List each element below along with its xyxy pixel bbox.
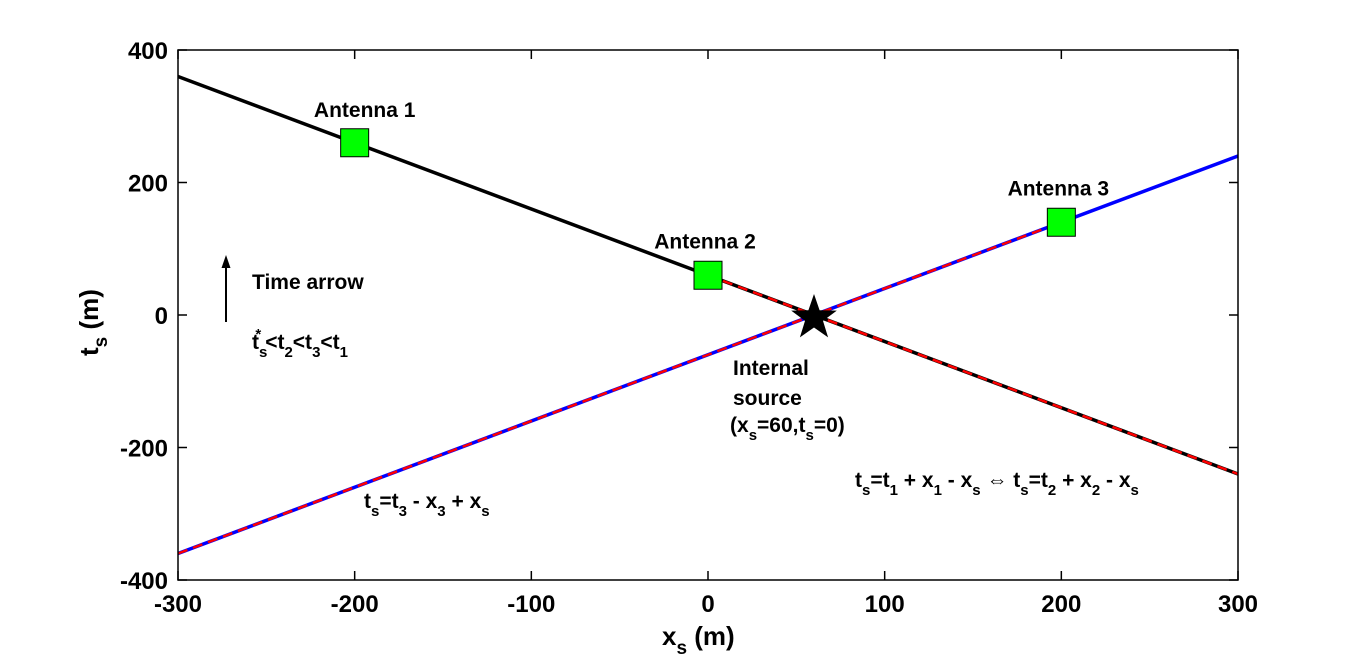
source-label-line-2: source bbox=[733, 387, 802, 410]
y-tick-label: 0 bbox=[155, 303, 168, 330]
source-star-marker bbox=[791, 294, 837, 338]
x-tick-label: 300 bbox=[1218, 591, 1258, 618]
series-line-3 bbox=[707, 274, 1239, 476]
y-tick-label: 200 bbox=[128, 171, 168, 198]
y-axis-label: ts (m) bbox=[74, 289, 112, 356]
x-tick-label: 100 bbox=[865, 591, 905, 618]
antenna-3-label: Antenna 3 bbox=[1008, 177, 1110, 200]
x-tick-label: 200 bbox=[1041, 591, 1081, 618]
time-order-relation: ts* <t2<t3<t1 bbox=[252, 326, 348, 361]
markers: Antenna 1 Antenna 2 Antenna 3 bbox=[314, 99, 1109, 338]
antenna-1-label: Antenna 1 bbox=[314, 99, 416, 122]
y-tick-label: -400 bbox=[120, 568, 168, 595]
source-label-line-1: Internal bbox=[733, 357, 809, 380]
series-line-4 bbox=[177, 221, 1062, 555]
time-arrow-annotation: Time arrow ts* <t2<t3<t1 bbox=[221, 255, 364, 361]
time-arrow-head bbox=[221, 255, 231, 268]
x-tick-label: -100 bbox=[507, 591, 555, 618]
antenna-1-marker bbox=[340, 128, 370, 158]
y-tick-label: -200 bbox=[120, 436, 168, 463]
equation-antenna-3: ts=t3 - x3 + xs bbox=[364, 490, 490, 520]
antenna-3-marker bbox=[1046, 207, 1076, 237]
source-annotation: Internal source (xs=60,ts=0) bbox=[730, 357, 845, 444]
y-tick-label: 400 bbox=[128, 38, 168, 65]
x-tick-label: -300 bbox=[154, 591, 202, 618]
equation-antennas-1-2: ts=t1 + x1 - xs ⇔ ts=t2 + x2 - xs bbox=[855, 469, 1139, 499]
antenna-2-label: Antenna 2 bbox=[654, 230, 756, 253]
time-arrow-label: Time arrow bbox=[252, 271, 364, 294]
antenna-2-marker bbox=[693, 260, 723, 290]
source-label-coords: (xs=60,ts=0) bbox=[730, 414, 845, 444]
tick-labels: -300 -200 -100 0 100 200 300 -400 -200 0 200 400 bbox=[120, 38, 1258, 618]
plot-frame bbox=[177, 49, 1239, 581]
x-axis-label: xs (m) bbox=[662, 621, 735, 659]
x-tick-label: -200 bbox=[331, 591, 379, 618]
axes-frame bbox=[177, 49, 1239, 581]
x-tick-label: 0 bbox=[701, 591, 714, 618]
